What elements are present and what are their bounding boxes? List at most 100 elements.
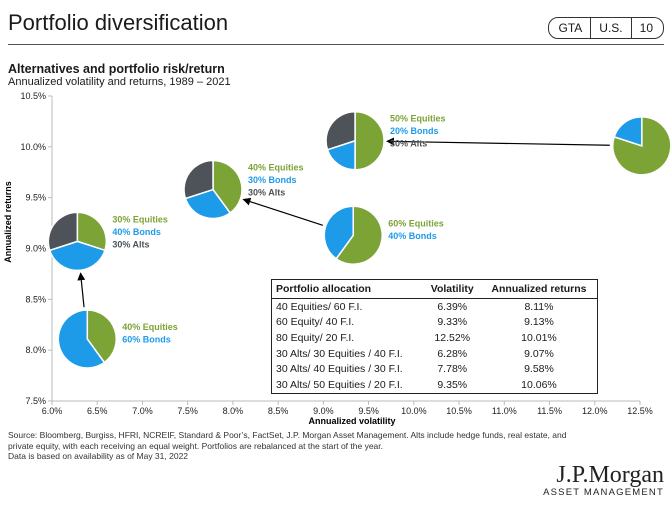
data-availability-note: Data is based on availability as of May … [8, 451, 189, 461]
table-row: 40 Equities/ 60 F.I. 6.39% 8.11% [272, 299, 598, 315]
pie-slice-bonds [613, 116, 643, 147]
cell-allocation: 30 Alts/ 30 Equities / 40 F.I. [276, 347, 403, 360]
cell-volatility: 6.28% [437, 347, 468, 360]
pie-slice-bonds [57, 309, 106, 369]
cell-volatility: 7.78% [437, 363, 468, 376]
x-tick-label: 12.5% [627, 406, 653, 416]
table-row: 30 Alts/ 30 Equities / 40 F.I. 6.28% 9.0… [272, 346, 598, 362]
cell-allocation: 60 Equity/ 40 F.I. [276, 316, 355, 329]
x-tick-label: 6.5% [87, 406, 108, 416]
y-tick-label: 9.5% [25, 193, 46, 203]
y-tick-label: 10.5% [20, 91, 46, 101]
cell-volatility: 12.52% [434, 331, 471, 344]
portfolio-arrow [242, 197, 324, 226]
cell-returns: 9.07% [524, 347, 554, 360]
y-tick-label: 9.0% [25, 244, 46, 254]
header-allocation: Portfolio allocation [271, 279, 424, 299]
badge-page-number: 10 [631, 17, 664, 39]
source-text: Source: Bloomberg, Burgiss, HFRI, NCREIF… [8, 430, 567, 451]
y-axis-label: Annualized returns [3, 181, 13, 263]
y-tick-label: 7.5% [25, 396, 46, 406]
cell-returns: 10.06% [521, 378, 557, 391]
x-tick-label: 9.5% [358, 406, 379, 416]
pie-slice-alts [47, 211, 79, 252]
pie-label: 30% Alts [390, 139, 427, 149]
badge-us: U.S. [591, 17, 632, 39]
portfolio-pie [47, 211, 108, 272]
cell-returns: 9.13% [524, 316, 554, 329]
chart-title: Alternatives and portfolio risk/return [8, 62, 225, 76]
pie-label: 50% Equities [390, 114, 446, 124]
x-tick-label: 11.0% [492, 406, 517, 416]
pie-label: 40% Equities [122, 322, 178, 332]
pie-label: 60% Equities [388, 218, 444, 228]
portfolio-pie [183, 159, 243, 220]
table-row: 60 Equity/ 40 F.I. 9.33% 9.13% [272, 315, 598, 331]
x-tick-label: 10.5% [446, 406, 472, 416]
pie-slice-bonds [48, 240, 106, 272]
pie-label: 30% Alts [112, 239, 149, 249]
jpmorgan-logo: J.P.Morgan ASSET MANAGEMENT [543, 462, 664, 498]
table-row: 30 Alts/ 40 Equities / 30 F.I. 7.78% 9.5… [272, 361, 598, 377]
cell-returns: 10.01% [521, 331, 557, 344]
x-tick-label: 9.0% [313, 406, 334, 416]
cell-allocation: 30 Alts/ 40 Equities / 30 F.I. [276, 363, 403, 376]
y-tick-label: 8.0% [25, 345, 46, 355]
portfolio-allocation-table: Portfolio allocation Volatility Annualiz… [271, 279, 598, 394]
table-row: 30 Alts/ 50 Equities / 20 F.I. 9.35% 10.… [272, 377, 598, 393]
pie-slice-equities [335, 205, 383, 266]
logo-wordmark: J.P.Morgan [556, 462, 664, 488]
cell-volatility: 9.33% [437, 316, 468, 329]
cell-volatility: 9.35% [437, 378, 468, 391]
pie-label: 60% Bonds [122, 334, 171, 344]
table-header-row: Portfolio allocation Volatility Annualiz… [271, 279, 598, 299]
pie-label: 30% Alts [248, 188, 285, 198]
x-tick-label: 8.5% [268, 406, 289, 416]
title-divider [8, 44, 664, 45]
x-tick-label: 8.0% [223, 406, 244, 416]
chart-subtitle: Annualized volatility and returns, 1989 … [8, 76, 231, 88]
pie-label: 40% Bonds [112, 227, 161, 237]
logo-subtitle: ASSET MANAGEMENT [543, 487, 664, 498]
y-tick-label: 8.5% [25, 294, 46, 304]
cell-allocation: 40 Equities/ 60 F.I. [276, 300, 363, 313]
portfolio-pie [323, 205, 383, 266]
page-title: Portfolio diversification [8, 10, 229, 35]
y-tick-label: 10.0% [20, 142, 46, 152]
cell-returns: 9.58% [524, 363, 554, 376]
cell-allocation: 30 Alts/ 50 Equities / 20 F.I. [276, 378, 403, 391]
cell-volatility: 6.39% [437, 300, 468, 313]
pie-slice-equities [612, 116, 672, 176]
pie-label: 30% Equities [112, 214, 168, 224]
cell-allocation: 80 Equity/ 20 F.I. [276, 331, 355, 344]
table-row: 80 Equity/ 20 F.I. 12.52% 10.01% [272, 330, 598, 346]
pie-slice-alts [325, 110, 356, 151]
portfolio-pie [325, 110, 385, 171]
pie-slice-bonds [184, 188, 232, 220]
header-returns: Annualized returns [480, 279, 598, 299]
x-tick-label: 12.0% [582, 406, 608, 416]
cell-returns: 8.11% [524, 300, 554, 313]
pie-label: 30% Bonds [248, 175, 297, 185]
pie-label: 40% Bonds [388, 231, 437, 241]
portfolio-arrow [386, 137, 610, 146]
pie-label: 40% Equities [248, 163, 304, 173]
badge-group: GTA U.S. 10 [547, 17, 664, 39]
pie-slice-equities [354, 110, 385, 171]
pie-slice-equities [76, 211, 108, 252]
pie-slice-equities [86, 309, 117, 364]
x-tick-label: 7.0% [132, 406, 153, 416]
x-tick-label: 7.5% [177, 406, 198, 416]
risk-return-chart: 6.0% 6.5% 7.0% 7.5% 8.0% 8.5% 9.0% 9.5% 10.0% 10.… [3, 91, 672, 426]
portfolio-arrow [77, 272, 86, 308]
source-note: Source: Bloomberg, Burgiss, HFRI, NCREIF… [8, 430, 568, 462]
portfolio-pie [57, 309, 117, 369]
pie-slice-alts [183, 159, 214, 200]
pie-label: 20% Bonds [390, 126, 439, 136]
x-tick-label: 6.0% [42, 406, 63, 416]
x-tick-label: 11.5% [537, 406, 562, 416]
pie-slice-equities [212, 159, 243, 215]
portfolio-pie [612, 116, 672, 176]
header-volatility: Volatility [423, 279, 481, 299]
x-tick-label: 10.0% [401, 406, 427, 416]
